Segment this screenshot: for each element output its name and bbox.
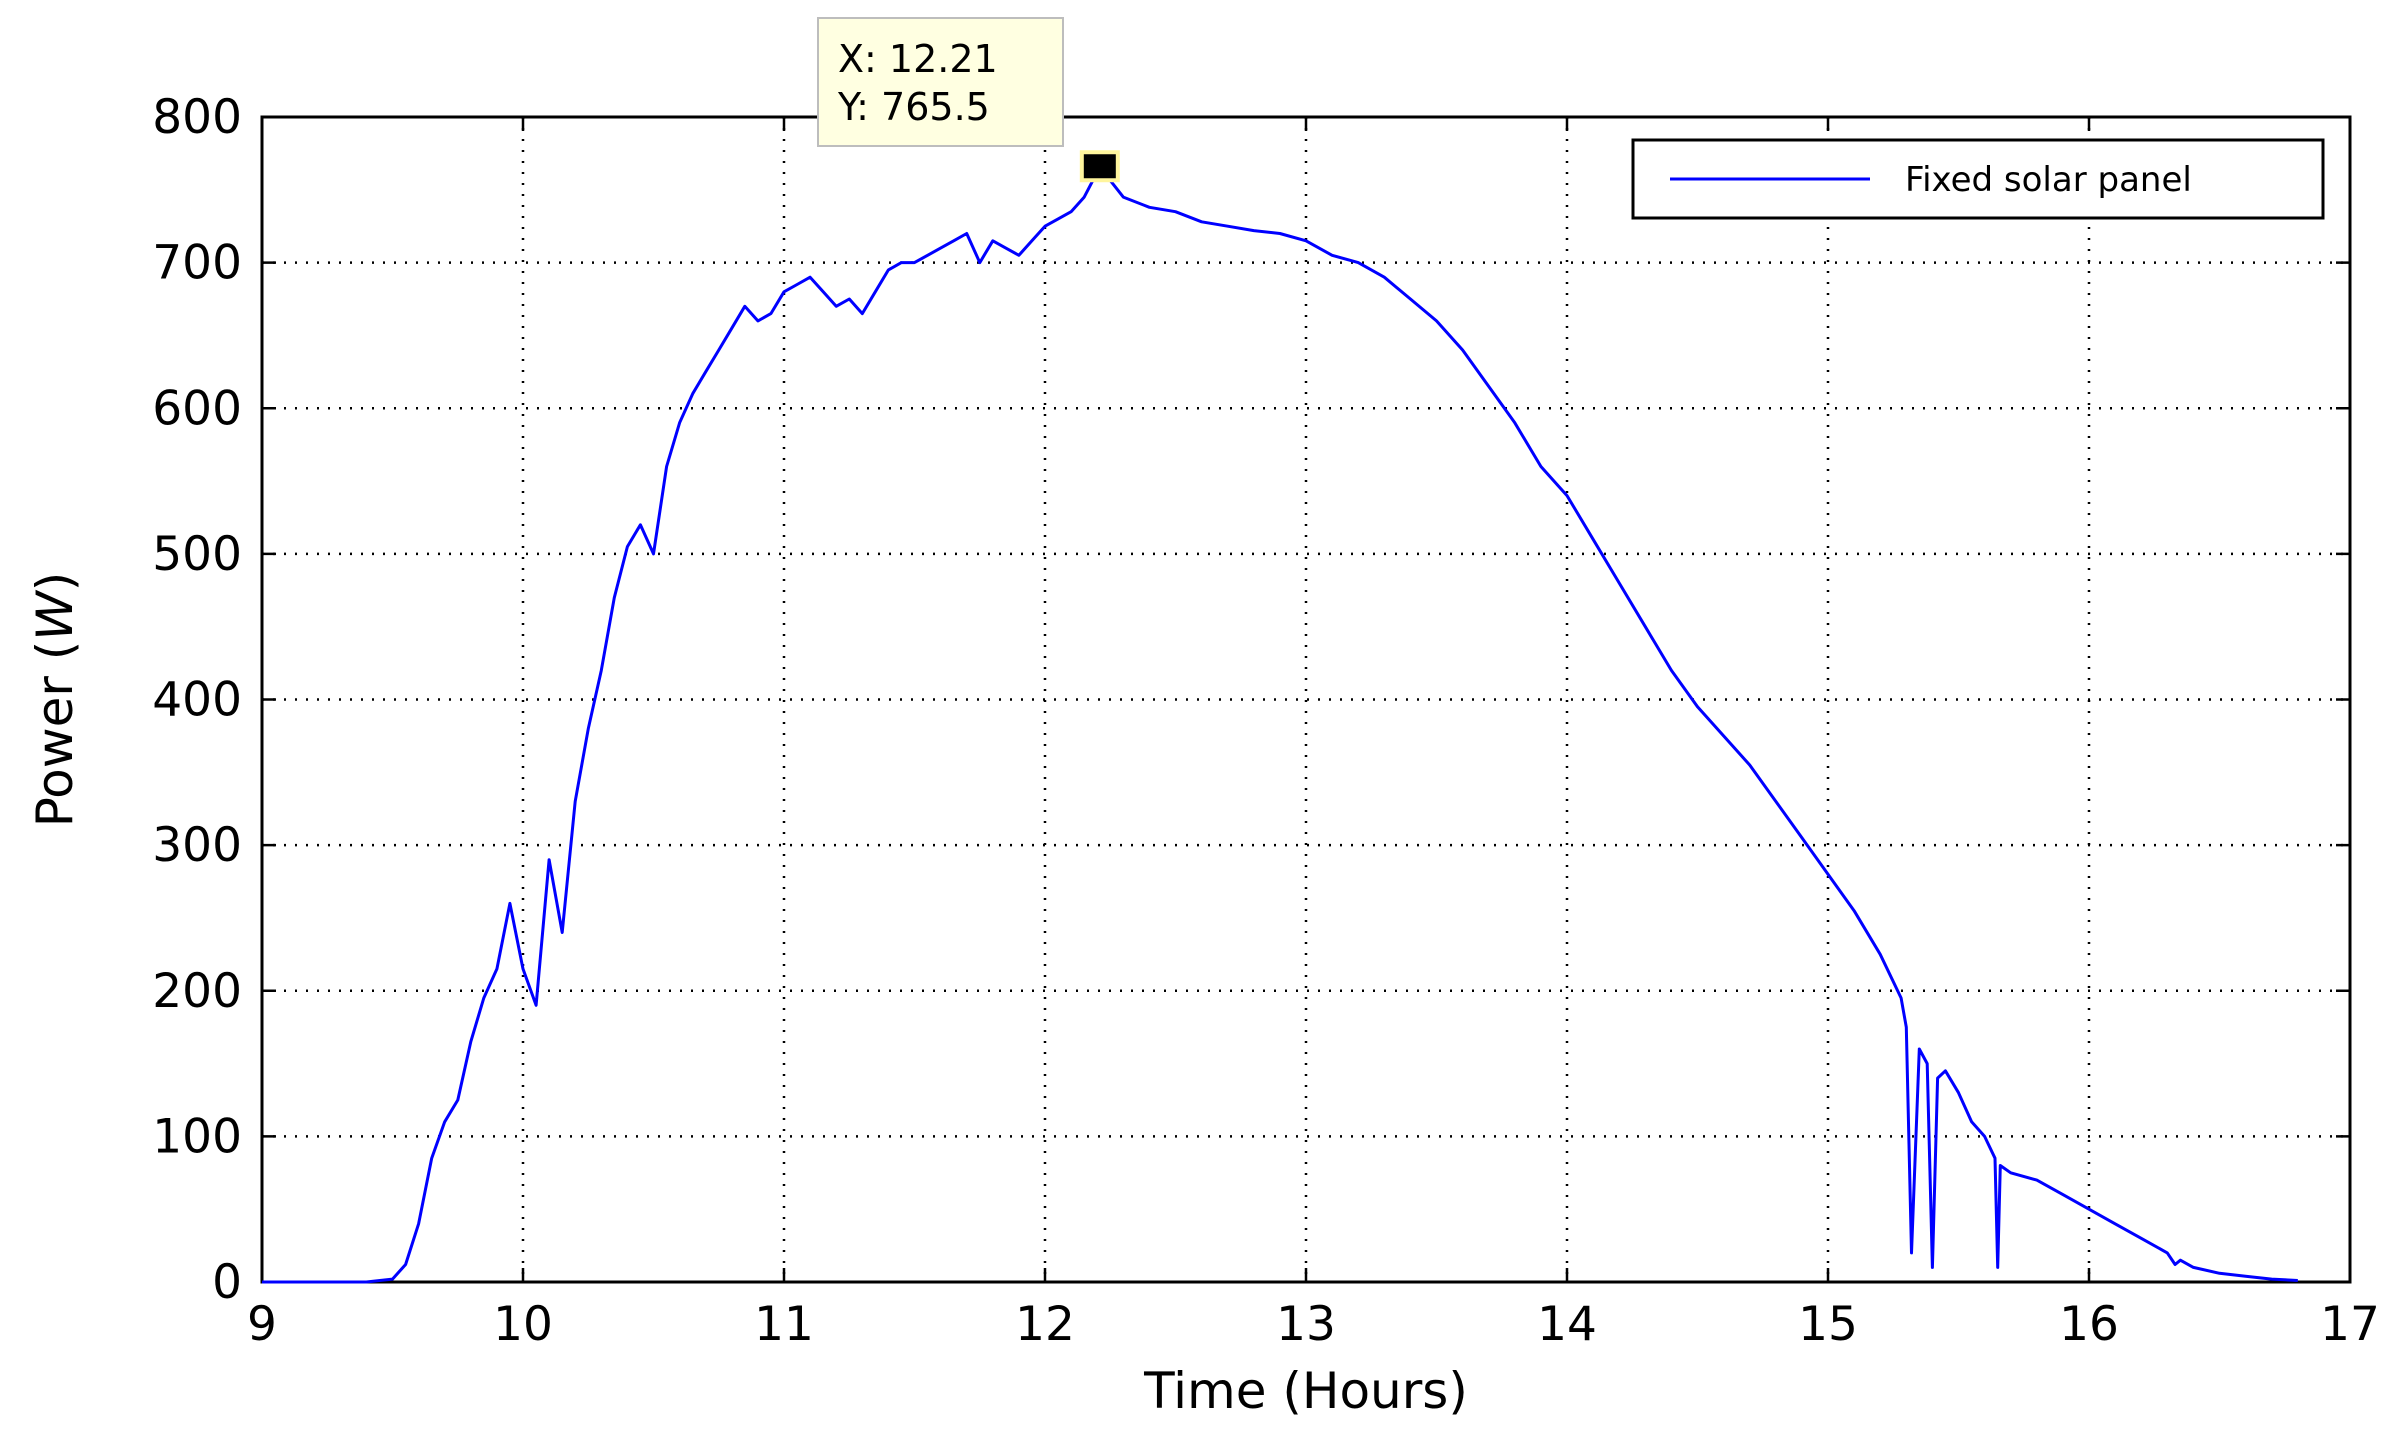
y-axis-label-unit: W xyxy=(26,590,84,641)
series-line-fixed-solar-panel xyxy=(262,165,2298,1284)
y-tick-label: 100 xyxy=(152,1109,242,1164)
datatip-marker[interactable] xyxy=(1079,150,1120,183)
y-axis-label-main: Power ( xyxy=(26,641,84,828)
legend: Fixed solar panel xyxy=(1631,138,2325,220)
y-tick-label: 500 xyxy=(152,527,242,582)
datatip-x-value: X: 12.21 xyxy=(838,37,998,81)
y-tick-label: 200 xyxy=(152,964,242,1019)
series-lines xyxy=(262,165,2298,1284)
x-tick-label: 11 xyxy=(754,1297,814,1352)
tick-labels: 9 10 11 12 13 14 15 16 17 0 100 200 300 400 500 600 700 8… xyxy=(152,90,2380,1352)
datatip-box xyxy=(817,17,1064,147)
y-tick-label: 700 xyxy=(152,236,242,291)
x-tick-label: 17 xyxy=(2320,1297,2380,1352)
x-tick-label: 16 xyxy=(2059,1297,2119,1352)
plot-area-frame xyxy=(260,115,2352,1284)
y-tick-label: 600 xyxy=(152,381,242,436)
y-tick-label: 400 xyxy=(152,673,242,728)
x-tick-label: 10 xyxy=(493,1297,553,1352)
datatip[interactable]: X: 12.21 Y: 765.5 xyxy=(817,17,1120,183)
y-tick-label: 300 xyxy=(152,818,242,873)
legend-label-fixed-solar-panel: Fixed solar panel xyxy=(1905,160,2192,200)
grid xyxy=(262,117,2350,1282)
x-tick-label: 9 xyxy=(247,1297,277,1352)
y-axis-label-close: ) xyxy=(26,572,84,592)
x-tick-label: 14 xyxy=(1537,1297,1597,1352)
x-axis-label: Time (Hours) xyxy=(1143,1362,1468,1420)
y-tick-label: 800 xyxy=(152,90,242,145)
x-tick-label: 13 xyxy=(1276,1297,1336,1352)
x-tick-label: 15 xyxy=(1798,1297,1858,1352)
y-tick-label: 0 xyxy=(212,1255,242,1310)
datatip-y-value: Y: 765.5 xyxy=(837,85,990,129)
x-tick-label: 12 xyxy=(1015,1297,1075,1352)
y-axis-label: Power (W) xyxy=(26,572,84,828)
